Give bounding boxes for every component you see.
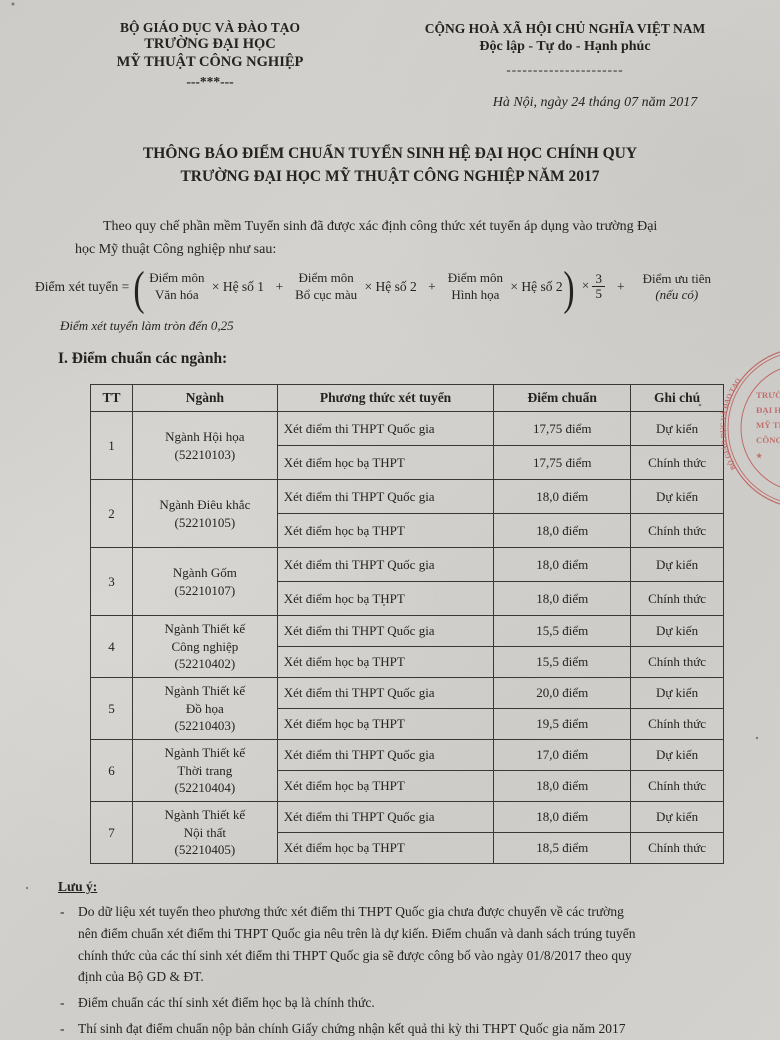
- svg-text:ĐẠI HỌC: ĐẠI HỌC: [756, 405, 780, 415]
- svg-text:★: ★: [756, 452, 763, 460]
- svg-text:MỸ THUẬT: MỸ THUẬT: [756, 420, 780, 430]
- svg-text:CÔNG NGHIỆP: CÔNG NGHIỆP: [756, 435, 780, 445]
- svg-text:TRƯỜNG: TRƯỜNG: [756, 390, 780, 400]
